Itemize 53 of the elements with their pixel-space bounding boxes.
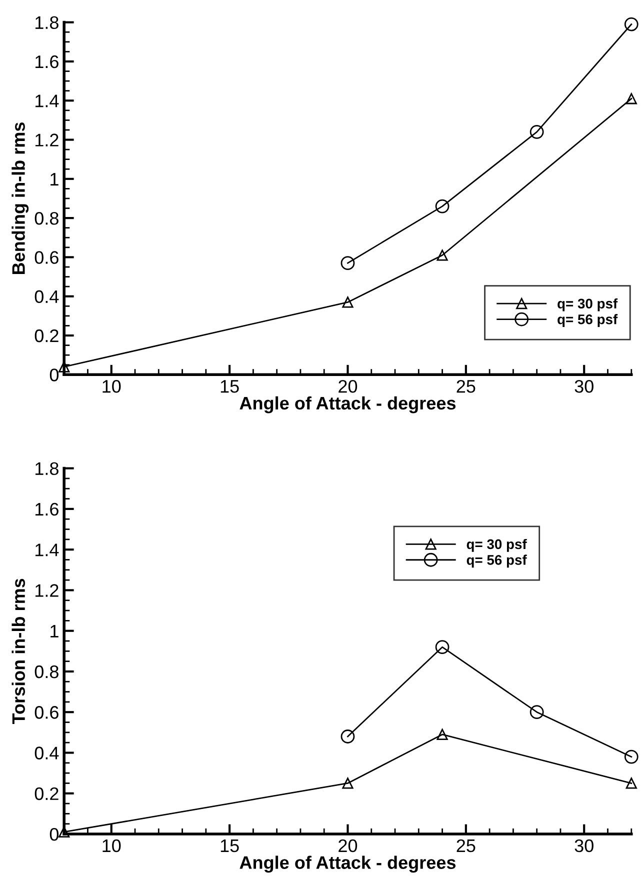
x-tick-label: 20 — [338, 839, 358, 852]
legend-label: q= 56 psf — [466, 554, 527, 568]
point — [340, 256, 355, 270]
x-tick-label: 15 — [220, 840, 239, 852]
point — [626, 93, 637, 104]
y-tick-label: 1.6 — [36, 55, 58, 68]
y-tick-label: 0.8 — [34, 665, 58, 678]
y-tick-label: 0.6 — [34, 251, 58, 264]
y-tick-label: 0 — [50, 368, 59, 382]
point — [436, 250, 448, 261]
y-tick-label: 1.6 — [36, 502, 58, 516]
point — [626, 778, 637, 789]
y-tick-label: 0.2 — [34, 329, 58, 342]
x-tick-label: 10 — [102, 380, 121, 393]
y-tick-label: 1.8 — [36, 16, 58, 30]
point — [624, 750, 638, 764]
point — [530, 705, 544, 720]
y-tick-label: 1 — [50, 173, 58, 186]
point — [342, 778, 354, 789]
y-tick-label: 0 — [50, 828, 59, 841]
point — [624, 17, 638, 32]
y-axis-title: Torsion in-lb rms — [12, 578, 26, 724]
y-tick-label: 0.4 — [34, 290, 59, 304]
point — [342, 296, 354, 308]
x-tick-label: 25 — [456, 380, 476, 393]
y-tick-label: 0.8 — [34, 212, 58, 225]
legend-label: q= 56 psf — [558, 314, 618, 328]
x-tick-label: 10 — [102, 839, 121, 852]
point — [435, 640, 450, 654]
point — [58, 361, 70, 372]
y-tick-label: 0.6 — [34, 706, 58, 719]
point — [340, 730, 355, 744]
legend-label: q= 30 psf — [558, 298, 618, 312]
x-axis-title: Angle of Attack - degrees — [240, 396, 456, 414]
x-tick-label: 15 — [220, 380, 239, 393]
y-tick-label: 0.2 — [34, 787, 58, 800]
y-tick-label: 1.4 — [36, 544, 59, 556]
y-tick-label: 1.2 — [36, 584, 58, 597]
y-tick-label: 0.4 — [34, 746, 59, 760]
x-tick-label: 25 — [456, 839, 476, 852]
x-tick-label: 20 — [338, 380, 358, 393]
point — [436, 728, 448, 740]
y-tick-label: 1.2 — [36, 134, 58, 146]
y-tick-label: 1.4 — [36, 94, 59, 108]
legend-label: q= 30 psf — [466, 538, 527, 552]
y-tick-label: 1 — [50, 624, 58, 638]
x-tick-label: 30 — [574, 380, 594, 393]
y-tick-label: 1.8 — [36, 462, 58, 476]
y-axis-title: Bending in-lb rms — [12, 122, 29, 274]
point — [530, 124, 544, 139]
x-axis-title: Angle of Attack - degrees — [240, 856, 456, 873]
x-tick-label: 30 — [574, 839, 594, 852]
point — [435, 199, 450, 214]
